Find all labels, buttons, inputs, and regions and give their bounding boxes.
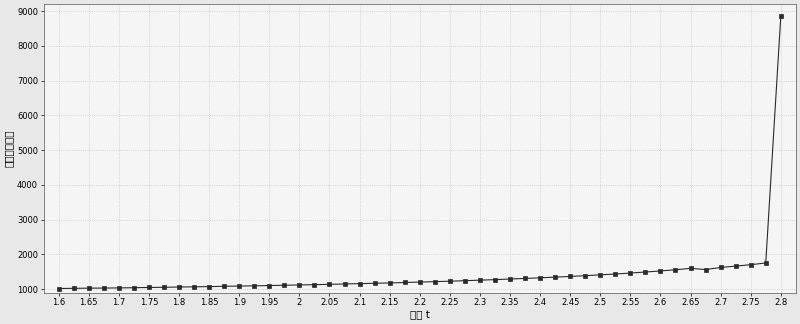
X-axis label: 变量 t: 变量 t	[410, 310, 430, 320]
Y-axis label: 性能（体素）: 性能（体素）	[4, 130, 14, 167]
